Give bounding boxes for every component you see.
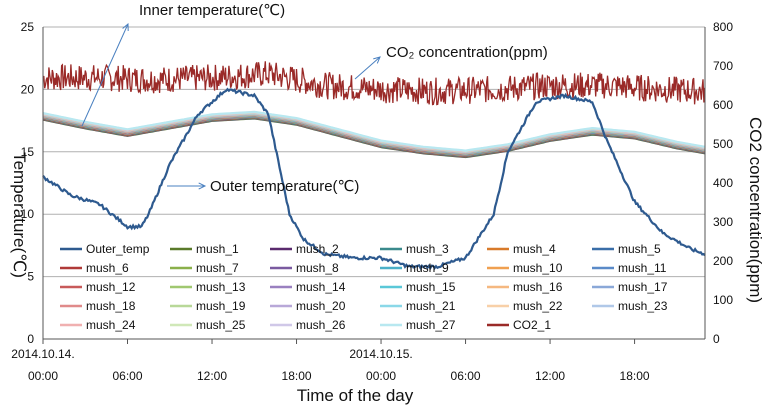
y-tick-label-right: 600 <box>713 98 733 112</box>
legend-label: CO2_1 <box>513 318 551 332</box>
legend-label: mush_2 <box>296 242 339 256</box>
legend-label: mush_12 <box>86 280 136 294</box>
y-axis-title-left: Temperature(℃) <box>10 152 29 278</box>
y-tick-label-right: 700 <box>713 59 733 73</box>
x-tick-time-label: 00:00 <box>366 369 396 383</box>
legend-label: Outer_temp <box>86 242 150 256</box>
y-tick-label-right: 800 <box>713 20 733 34</box>
series-group <box>42 61 706 271</box>
x-tick-date-label: 2014.10.14. <box>11 347 74 361</box>
y-tick-label-left: 25 <box>21 20 35 34</box>
annotation-arrow-head <box>373 56 381 64</box>
y-axis-title-right: CO2 concentration(ppm) <box>746 117 765 303</box>
legend-label: mush_6 <box>86 261 129 275</box>
legend-label: mush_20 <box>296 299 346 313</box>
legend-label: mush_19 <box>196 299 246 313</box>
x-axis-title: Time of the day <box>297 386 414 405</box>
legend-label: mush_14 <box>296 280 346 294</box>
x-tick-time-label: 18:00 <box>620 369 650 383</box>
x-ticks: 2014.10.14. 00:00 06:00 12:00 18:00 2014.10.1… <box>11 339 650 383</box>
x-tick-time-label: 00:00 <box>28 369 58 383</box>
annotation-label: CO₂ concentration(ppm) <box>386 44 548 61</box>
y-tick-label-left: 15 <box>21 145 35 159</box>
legend-label: mush_27 <box>406 318 456 332</box>
legend-label: mush_8 <box>296 261 339 275</box>
series-line-mush_27 <box>42 110 706 152</box>
x-tick-time-label: 06:00 <box>112 369 142 383</box>
legend-label: mush_9 <box>406 261 449 275</box>
y-tick-label-left: 20 <box>21 82 35 96</box>
y-tick-label-right: 300 <box>713 215 733 229</box>
y-ticks-left: 0 5 10 15 20 25 <box>21 20 35 346</box>
annotation-arrow-head <box>122 22 129 32</box>
x-tick-time-label: 12:00 <box>535 369 565 383</box>
legend-label: mush_13 <box>196 280 246 294</box>
x-tick-time-label: 12:00 <box>197 369 227 383</box>
legend-label: mush_22 <box>513 299 563 313</box>
y-tick-label-right: 0 <box>713 332 720 346</box>
legend-label: mush_16 <box>513 280 563 294</box>
annotation-label: Outer temperature(℃) <box>210 178 359 195</box>
legend-label: mush_4 <box>513 242 556 256</box>
legend-label: mush_21 <box>406 299 456 313</box>
legend-label: mush_3 <box>406 242 449 256</box>
legend-label: mush_1 <box>196 242 239 256</box>
annotation-arrow-line <box>81 23 129 127</box>
y-ticks-right: 0 100 200 300 400 500 600 700 800 <box>713 20 733 346</box>
legend-label: mush_10 <box>513 261 563 275</box>
series-line-CO2_1 <box>42 61 706 106</box>
legend-label: mush_5 <box>618 242 661 256</box>
legend-label: mush_23 <box>618 299 668 313</box>
x-tick-time-label: 18:00 <box>282 369 312 383</box>
legend-label: mush_24 <box>86 318 136 332</box>
axes <box>42 27 706 340</box>
x-tick-time-label: 06:00 <box>451 369 481 383</box>
legend-label: mush_25 <box>196 318 246 332</box>
legend-label: mush_26 <box>296 318 346 332</box>
legend: Outer_temp mush_1 mush_2 mush_3 mush_4 mush_5… <box>60 242 668 332</box>
legend-label: mush_18 <box>86 299 136 313</box>
annotation-label: Inner temperature(℃) <box>139 2 285 19</box>
annotation-arrow-head <box>198 182 207 190</box>
legend-label: mush_11 <box>618 261 667 275</box>
legend-label: mush_17 <box>618 280 668 294</box>
legend-label: mush_15 <box>406 280 456 294</box>
series-line-Outer_temp <box>42 87 706 271</box>
y-tick-label-right: 100 <box>713 293 733 307</box>
annotations: Inner temperature(℃) CO₂ concentration(pp… <box>81 2 548 195</box>
y-tick-label-right: 400 <box>713 176 733 190</box>
y-tick-label-left: 5 <box>27 270 34 284</box>
y-tick-label-right: 200 <box>713 254 733 268</box>
annotation-arrow-line <box>354 56 381 80</box>
y-tick-label-right: 500 <box>713 137 733 151</box>
y-tick-label-left: 10 <box>21 207 35 221</box>
legend-label: mush_7 <box>196 261 239 275</box>
x-tick-date-label: 2014.10.15. <box>349 347 412 361</box>
y-tick-label-left: 0 <box>27 332 34 346</box>
